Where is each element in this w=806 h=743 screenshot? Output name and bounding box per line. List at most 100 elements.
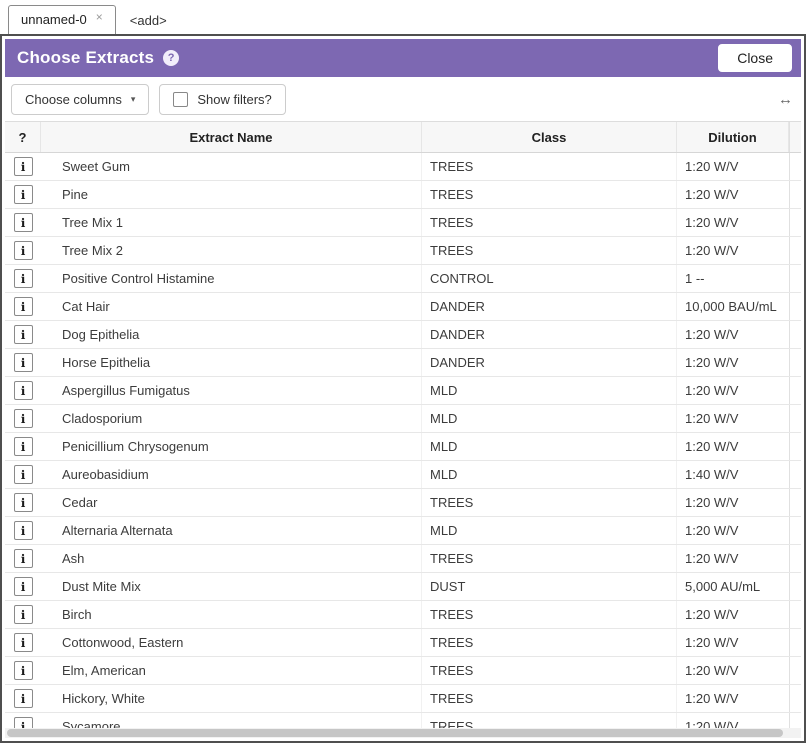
info-icon[interactable]: ℹ [13,409,33,428]
column-header-dilution[interactable]: Dilution [677,122,789,152]
info-cell: ℹ [5,685,41,712]
class-cell: DANDER [422,321,677,348]
info-icon[interactable]: ℹ [13,185,33,204]
extract-name-cell: Penicillium Chrysogenum [41,433,422,460]
info-cell: ℹ [5,489,41,516]
info-icon[interactable]: ℹ [13,325,33,344]
extract-name-cell: Horse Epithelia [41,349,422,376]
extract-name-cell: Hickory, White [41,685,422,712]
table-row[interactable]: ℹ Cladosporium MLD 1:20 W/V [5,405,801,433]
table-row[interactable]: ℹ Pine TREES 1:20 W/V [5,181,801,209]
choose-extracts-dialog: Choose Extracts ? Close Choose columns ▾… [0,34,806,743]
info-icon[interactable]: ℹ [13,493,33,512]
info-icon[interactable]: ℹ [13,689,33,708]
table-row[interactable]: ℹ Aspergillus Fumigatus MLD 1:20 W/V [5,377,801,405]
dilution-cell: 1:20 W/V [685,411,739,426]
column-header-info[interactable]: ? [5,122,41,152]
column-header-class[interactable]: Class [422,122,677,152]
info-icon[interactable]: ℹ [13,297,33,316]
close-button[interactable]: Close [718,44,792,72]
row-end-spacer [789,685,801,712]
info-icon[interactable]: ℹ [13,717,33,728]
info-icon[interactable]: ℹ [13,549,33,568]
table-row[interactable]: ℹ Cottonwood, Eastern TREES 1:20 W/V [5,629,801,657]
info-icon[interactable]: ℹ [13,213,33,232]
info-icon[interactable]: ℹ [13,437,33,456]
info-icon[interactable]: ℹ [13,241,33,260]
table-row[interactable]: ℹ Tree Mix 1 TREES 1:20 W/V [5,209,801,237]
info-icon[interactable]: ℹ [13,269,33,288]
row-end-spacer [789,629,801,656]
info-cell: ℹ [5,293,41,320]
class-cell: DANDER [422,293,677,320]
extract-name-cell: Pine [41,181,422,208]
tab-unnamed-0[interactable]: unnamed-0 × [8,5,116,34]
chevron-down-icon: ▾ [130,93,136,104]
choose-columns-label: Choose columns [25,91,122,107]
info-icon[interactable]: ℹ [13,157,33,176]
table-row[interactable]: ℹ Dog Epithelia DANDER 1:20 W/V [5,321,801,349]
show-filters-label: Show filters? [197,91,272,107]
table-row[interactable]: ℹ Alternaria Alternata MLD 1:20 W/V [5,517,801,545]
extract-name-cell: Tree Mix 2 [41,237,422,264]
extract-name-cell: Dust Mite Mix [41,573,422,600]
row-end-spacer [789,153,801,180]
table-row[interactable]: ℹ Positive Control Histamine CONTROL 1 -- [5,265,801,293]
column-header-extract-name[interactable]: Extract Name [41,122,422,152]
resize-horizontal-icon[interactable]: ↔ [778,90,793,108]
table-row[interactable]: ℹ Cat Hair DANDER 10,000 BAU/mL [5,293,801,321]
table-row[interactable]: ℹ Aureobasidium MLD 1:40 W/V [5,461,801,489]
dilution-cell: 1:20 W/V [685,495,739,510]
extract-name-cell: Cedar [41,489,422,516]
extracts-table: ? Extract Name Class Dilution ℹ Sweet Gum… [5,121,801,728]
info-icon[interactable]: ℹ [13,381,33,400]
tab-label: unnamed-0 [21,12,87,27]
dilution-cell: 1:20 W/V [685,159,739,174]
table-row[interactable]: ℹ Tree Mix 2 TREES 1:20 W/V [5,237,801,265]
tab-add[interactable]: <add> [129,13,167,28]
info-icon[interactable]: ℹ [13,465,33,484]
info-icon[interactable]: ℹ [13,633,33,652]
dilution-cell: 1:20 W/V [685,663,739,678]
table-row[interactable]: ℹ Elm, American TREES 1:20 W/V [5,657,801,685]
info-cell: ℹ [5,209,41,236]
horizontal-scrollbar-thumb[interactable] [7,729,783,737]
extract-name-cell: Aureobasidium [41,461,422,488]
show-filters-button[interactable]: Show filters? [159,83,286,115]
table-row[interactable]: ℹ Birch TREES 1:20 W/V [5,601,801,629]
class-cell: DUST [422,573,677,600]
table-row[interactable]: ℹ Cedar TREES 1:20 W/V [5,489,801,517]
table-row[interactable]: ℹ Dust Mite Mix DUST 5,000 AU/mL [5,573,801,601]
info-icon[interactable]: ℹ [13,353,33,372]
table-row[interactable]: ℹ Sycamore TREES 1:20 W/V [5,713,801,728]
table-row[interactable]: ℹ Horse Epithelia DANDER 1:20 W/V [5,349,801,377]
info-cell: ℹ [5,573,41,600]
dilution-cell: 1:20 W/V [685,607,739,622]
extract-name-cell: Sweet Gum [41,153,422,180]
dilution-cell: 1:20 W/V [685,635,739,650]
info-icon[interactable]: ℹ [13,605,33,624]
row-end-spacer [789,237,801,264]
row-end-spacer [789,601,801,628]
info-icon[interactable]: ℹ [13,577,33,596]
info-icon[interactable]: ℹ [13,661,33,680]
table-row[interactable]: ℹ Penicillium Chrysogenum MLD 1:20 W/V [5,433,801,461]
info-cell: ℹ [5,461,41,488]
horizontal-scrollbar[interactable] [5,728,801,738]
row-end-spacer [789,321,801,348]
row-end-spacer [789,489,801,516]
tab-close-icon[interactable]: × [95,9,103,24]
table-row[interactable]: ℹ Hickory, White TREES 1:20 W/V [5,685,801,713]
info-icon[interactable]: ℹ [13,521,33,540]
dilution-cell: 5,000 AU/mL [685,579,761,594]
table-row[interactable]: ℹ Ash TREES 1:20 W/V [5,545,801,573]
toolbar: Choose columns ▾ Show filters? ↔ [5,77,801,121]
choose-columns-button[interactable]: Choose columns ▾ [11,83,150,115]
class-cell: DANDER [422,349,677,376]
row-end-spacer [789,433,801,460]
table-row[interactable]: ℹ Sweet Gum TREES 1:20 W/V [5,153,801,181]
class-cell: CONTROL [422,265,677,292]
help-icon[interactable]: ? [163,50,180,66]
extract-name-cell: Cottonwood, Eastern [41,629,422,656]
